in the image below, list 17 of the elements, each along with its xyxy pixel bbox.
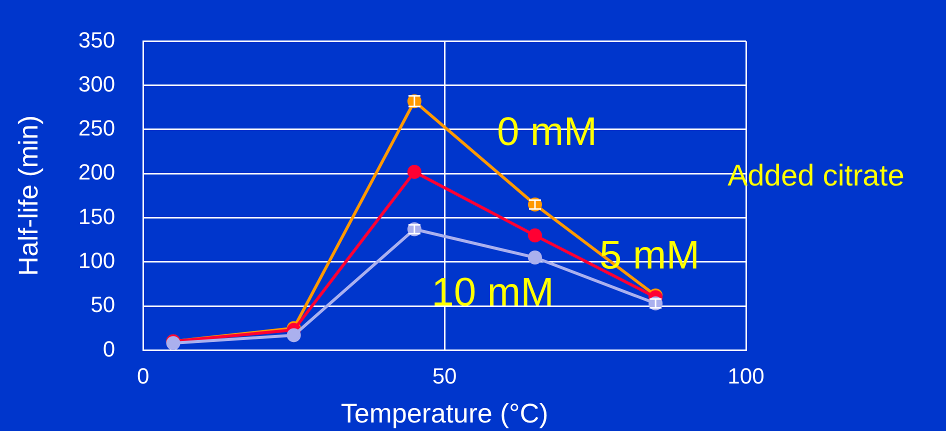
y-tick-label: 50: [90, 292, 116, 318]
x-tick-label: 0: [136, 363, 150, 388]
x-tick-label: 50: [432, 363, 457, 388]
x-axis-title: Temperature (°C): [340, 398, 548, 428]
y-tick-label: 200: [78, 160, 116, 185]
y-tick-label: 300: [78, 71, 116, 96]
point: [528, 250, 542, 264]
y-tick-label: 350: [78, 27, 116, 52]
y-tick-label: 0: [102, 336, 116, 362]
y-axis-title: Half-life (min): [14, 115, 44, 276]
x-tick-label: 100: [728, 363, 764, 388]
y-tick-label: 250: [78, 116, 116, 141]
y-tick-label: 100: [78, 248, 116, 273]
y-tick-label: 150: [78, 204, 116, 229]
point: [407, 164, 422, 179]
point: [528, 228, 542, 242]
point: [286, 328, 301, 342]
